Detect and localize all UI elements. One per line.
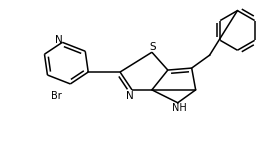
Text: N: N bbox=[54, 35, 62, 45]
Text: N: N bbox=[126, 91, 134, 101]
Text: NH: NH bbox=[172, 103, 187, 113]
Text: Br: Br bbox=[51, 91, 62, 101]
Text: S: S bbox=[150, 42, 156, 52]
